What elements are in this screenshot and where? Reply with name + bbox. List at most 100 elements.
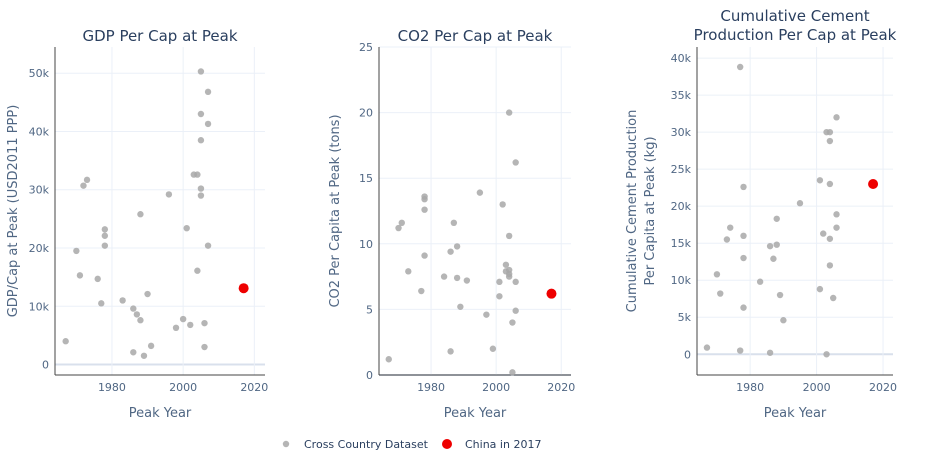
data-point-cross-country[interactable]	[723, 236, 731, 243]
data-point-cross-country[interactable]	[773, 241, 780, 248]
data-point-cross-country[interactable]	[62, 338, 69, 345]
data-point-cross-country[interactable]	[421, 193, 428, 200]
data-point-cross-country[interactable]	[826, 128, 834, 136]
data-point-cross-country[interactable]	[770, 255, 777, 262]
data-point-cross-country[interactable]	[137, 211, 144, 218]
data-point-cross-country[interactable]	[119, 297, 126, 304]
data-point-cross-country[interactable]	[505, 109, 513, 116]
data-point-cross-country[interactable]	[496, 293, 503, 300]
data-point-cross-country[interactable]	[183, 224, 190, 232]
data-point-cross-country[interactable]	[476, 189, 484, 196]
data-point-cross-country[interactable]	[101, 226, 109, 233]
data-point-cross-country[interactable]	[80, 182, 87, 189]
data-point-cross-country[interactable]	[140, 352, 148, 359]
data-point-cross-country[interactable]	[447, 248, 454, 255]
data-point-cross-country[interactable]	[76, 272, 84, 279]
data-point-cross-country[interactable]	[201, 343, 208, 351]
data-point-cross-country[interactable]	[450, 219, 458, 227]
data-point-cross-country[interactable]	[457, 303, 464, 310]
data-point-cross-country[interactable]	[83, 176, 91, 184]
data-point-cross-country[interactable]	[816, 285, 824, 293]
data-point-cross-country[interactable]	[512, 307, 519, 314]
data-point-cross-country[interactable]	[713, 271, 721, 278]
data-point-cross-country[interactable]	[826, 235, 834, 242]
data-point-cross-country[interactable]	[130, 305, 137, 312]
data-point-cross-country[interactable]	[147, 342, 155, 350]
data-point-cross-country[interactable]	[826, 137, 834, 145]
data-point-cross-country[interactable]	[512, 278, 519, 286]
data-point-cross-country[interactable]	[130, 349, 137, 356]
data-point-cross-country[interactable]	[73, 247, 80, 255]
data-point-cross-country[interactable]	[833, 114, 840, 121]
data-point-cross-country[interactable]	[395, 224, 402, 232]
data-point-cross-country[interactable]	[703, 344, 711, 351]
data-point-cross-country[interactable]	[204, 120, 212, 128]
data-point-cross-country[interactable]	[194, 267, 201, 274]
data-point-cross-country[interactable]	[453, 274, 461, 282]
data-point-cross-country[interactable]	[740, 304, 747, 311]
data-point-cross-country[interactable]	[421, 206, 428, 213]
data-point-cross-country[interactable]	[453, 243, 461, 250]
data-point-cross-country[interactable]	[201, 319, 208, 327]
data-point-cross-country[interactable]	[179, 315, 187, 323]
data-point-cross-country[interactable]	[833, 211, 840, 218]
data-point-cross-country[interactable]	[197, 68, 205, 75]
data-point-cross-country[interactable]	[98, 300, 105, 307]
data-point-cross-country[interactable]	[197, 110, 205, 118]
data-point-cross-country[interactable]	[820, 230, 827, 237]
data-point-cross-country[interactable]	[197, 137, 205, 144]
data-point-cross-country[interactable]	[499, 201, 506, 208]
data-point-cross-country[interactable]	[187, 321, 194, 329]
data-point-cross-country[interactable]	[194, 171, 201, 178]
data-point-cross-country[interactable]	[489, 345, 497, 352]
data-point-cross-country[interactable]	[740, 254, 747, 262]
data-point-cross-country[interactable]	[816, 177, 824, 184]
data-point-cross-country[interactable]	[512, 159, 519, 166]
data-point-cross-country[interactable]	[823, 351, 830, 358]
data-point-cross-country[interactable]	[830, 294, 837, 302]
data-point-cross-country[interactable]	[776, 291, 784, 299]
data-point-cross-country[interactable]	[773, 215, 780, 222]
data-point-cross-country[interactable]	[101, 232, 109, 239]
data-point-cross-country[interactable]	[172, 324, 180, 332]
data-point-cross-country[interactable]	[197, 192, 205, 199]
data-point-cross-country[interactable]	[780, 317, 787, 324]
data-point-cross-country[interactable]	[796, 200, 804, 207]
data-point-cross-country[interactable]	[496, 278, 503, 286]
data-point-cross-country[interactable]	[740, 183, 747, 191]
data-point-cross-country[interactable]	[204, 242, 212, 249]
data-point-cross-country[interactable]	[483, 311, 490, 318]
data-point-cross-country[interactable]	[502, 261, 510, 268]
data-point-cross-country[interactable]	[440, 273, 448, 280]
data-point-cross-country[interactable]	[509, 319, 516, 326]
data-point-cross-country[interactable]	[94, 275, 101, 283]
data-point-cross-country[interactable]	[463, 277, 471, 284]
data-point-cross-country[interactable]	[736, 347, 744, 354]
data-point-cross-country[interactable]	[740, 232, 747, 240]
data-point-china-2017[interactable]	[546, 288, 557, 299]
data-point-cross-country[interactable]	[833, 224, 840, 231]
data-point-cross-country[interactable]	[385, 356, 392, 363]
data-point-cross-country[interactable]	[447, 348, 454, 355]
data-point-cross-country[interactable]	[509, 369, 516, 376]
data-point-cross-country[interactable]	[101, 242, 109, 249]
data-point-cross-country[interactable]	[766, 349, 774, 356]
data-point-cross-country[interactable]	[766, 242, 774, 250]
data-point-cross-country[interactable]	[144, 290, 151, 298]
data-point-cross-country[interactable]	[736, 63, 744, 71]
data-point-cross-country[interactable]	[204, 88, 212, 96]
data-point-cross-country[interactable]	[405, 268, 412, 275]
data-point-cross-country[interactable]	[133, 311, 141, 318]
data-point-cross-country[interactable]	[137, 317, 144, 324]
data-point-cross-country[interactable]	[505, 273, 513, 280]
data-point-cross-country[interactable]	[756, 278, 764, 285]
data-point-cross-country[interactable]	[418, 287, 425, 295]
data-point-cross-country[interactable]	[505, 232, 513, 240]
data-point-china-2017[interactable]	[238, 283, 249, 294]
data-point-cross-country[interactable]	[398, 219, 405, 227]
data-point-cross-country[interactable]	[727, 224, 734, 231]
data-point-cross-country[interactable]	[826, 262, 834, 269]
data-point-cross-country[interactable]	[165, 191, 173, 198]
data-point-china-2017[interactable]	[868, 178, 879, 189]
data-point-cross-country[interactable]	[717, 290, 724, 297]
